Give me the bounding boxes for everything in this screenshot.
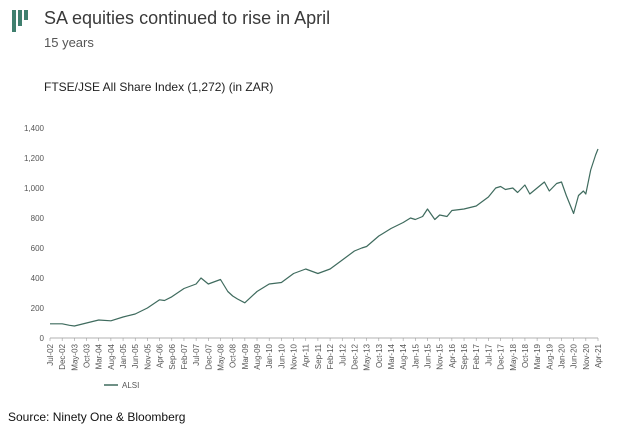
x-tick-label: May-13 <box>363 343 372 370</box>
y-tick-label: 200 <box>31 304 45 313</box>
x-tick-label: Jul-07 <box>192 343 201 365</box>
x-tick-label: Nov-15 <box>436 343 445 369</box>
y-tick-label: 1,200 <box>24 154 45 163</box>
source-note: Source: Ninety One & Bloomberg <box>8 410 186 424</box>
y-tick-label: 600 <box>31 244 45 253</box>
brand-logo-icon <box>12 10 28 32</box>
x-tick-label: Mar-14 <box>387 343 396 369</box>
x-tick-label: Aug-04 <box>107 343 116 369</box>
x-tick-label: Nov-20 <box>582 343 591 369</box>
y-axis: 0 200 400 600 800 1,000 1,200 1,400 <box>24 124 45 343</box>
x-tick-label: Dec-17 <box>497 343 506 369</box>
x-tick-label: Aug-19 <box>545 343 554 369</box>
x-tick-label: Jan-15 <box>411 343 420 368</box>
x-tick-label: Oct-03 <box>83 343 92 368</box>
x-tick-label: Dec-02 <box>58 343 67 369</box>
x-tick-label: Aug-09 <box>253 343 262 369</box>
x-tick-label: Jan-05 <box>119 343 128 368</box>
x-tick-label: Jun-20 <box>570 343 579 368</box>
x-tick-label: Feb-17 <box>472 343 481 369</box>
x-tick-label: Jun-15 <box>424 343 433 368</box>
x-tick-label: Mar-19 <box>533 343 542 369</box>
x-tick-label: Dec-12 <box>350 343 359 369</box>
legend-label: ALSI <box>122 381 139 390</box>
x-tick-label: Apr-06 <box>156 343 165 368</box>
series-line-alsi <box>50 148 599 327</box>
x-tick-label: Apr-16 <box>448 343 457 368</box>
y-tick-label: 800 <box>31 214 45 223</box>
x-tick-label: Nov-10 <box>290 343 299 369</box>
x-tick-label: Feb-12 <box>326 343 335 369</box>
x-tick-label: Jun-10 <box>277 343 286 368</box>
x-tick-label: Sep-06 <box>168 343 177 369</box>
chart-legend: ALSI <box>104 381 139 390</box>
x-tick-label: Jan-10 <box>265 343 274 368</box>
y-tick-label: 400 <box>31 274 45 283</box>
x-tick-label: Mar-04 <box>95 343 104 369</box>
x-tick-label: Jul-02 <box>46 343 55 365</box>
x-tick-label: May-08 <box>216 343 225 370</box>
x-tick-label: Jul-12 <box>338 343 347 365</box>
x-tick-label: Oct-18 <box>521 343 530 368</box>
y-tick-label: 1,000 <box>24 184 45 193</box>
x-tick-label: Oct-08 <box>229 343 238 368</box>
x-tick-label: Feb-07 <box>180 343 189 369</box>
x-tick-label: Dec-07 <box>204 343 213 369</box>
x-tick-label: Nov-05 <box>143 343 152 369</box>
x-axis: Jul-02 Dec-02 May-03 Oct-03 Mar-04 Aug-04 Jan-… <box>46 337 603 371</box>
x-tick-label: Apr-11 <box>302 343 311 367</box>
page-title: SA equities continued to rise in April <box>44 8 331 28</box>
y-tick-label: 1,400 <box>24 124 45 133</box>
y-tick-label: 0 <box>40 334 45 343</box>
x-tick-label: Aug-14 <box>399 343 408 369</box>
x-tick-label: Jun-05 <box>131 343 140 368</box>
chart-series <box>50 148 599 327</box>
chart-title: FTSE/JSE All Share Index (1,272) (in ZAR… <box>44 80 274 94</box>
x-tick-label: May-18 <box>509 343 518 370</box>
x-tick-label: Sep-16 <box>460 343 469 369</box>
x-tick-label: Mar-09 <box>241 343 250 369</box>
x-tick-label: Oct-13 <box>375 343 384 368</box>
page-subtitle: 15 years <box>44 35 94 50</box>
x-tick-label: May-03 <box>70 343 79 370</box>
x-tick-label: Apr-21 <box>594 343 603 368</box>
x-tick-label: Jul-17 <box>484 343 493 365</box>
x-tick-label: Sep-11 <box>314 343 323 369</box>
x-tick-label: Jan-20 <box>557 343 566 368</box>
